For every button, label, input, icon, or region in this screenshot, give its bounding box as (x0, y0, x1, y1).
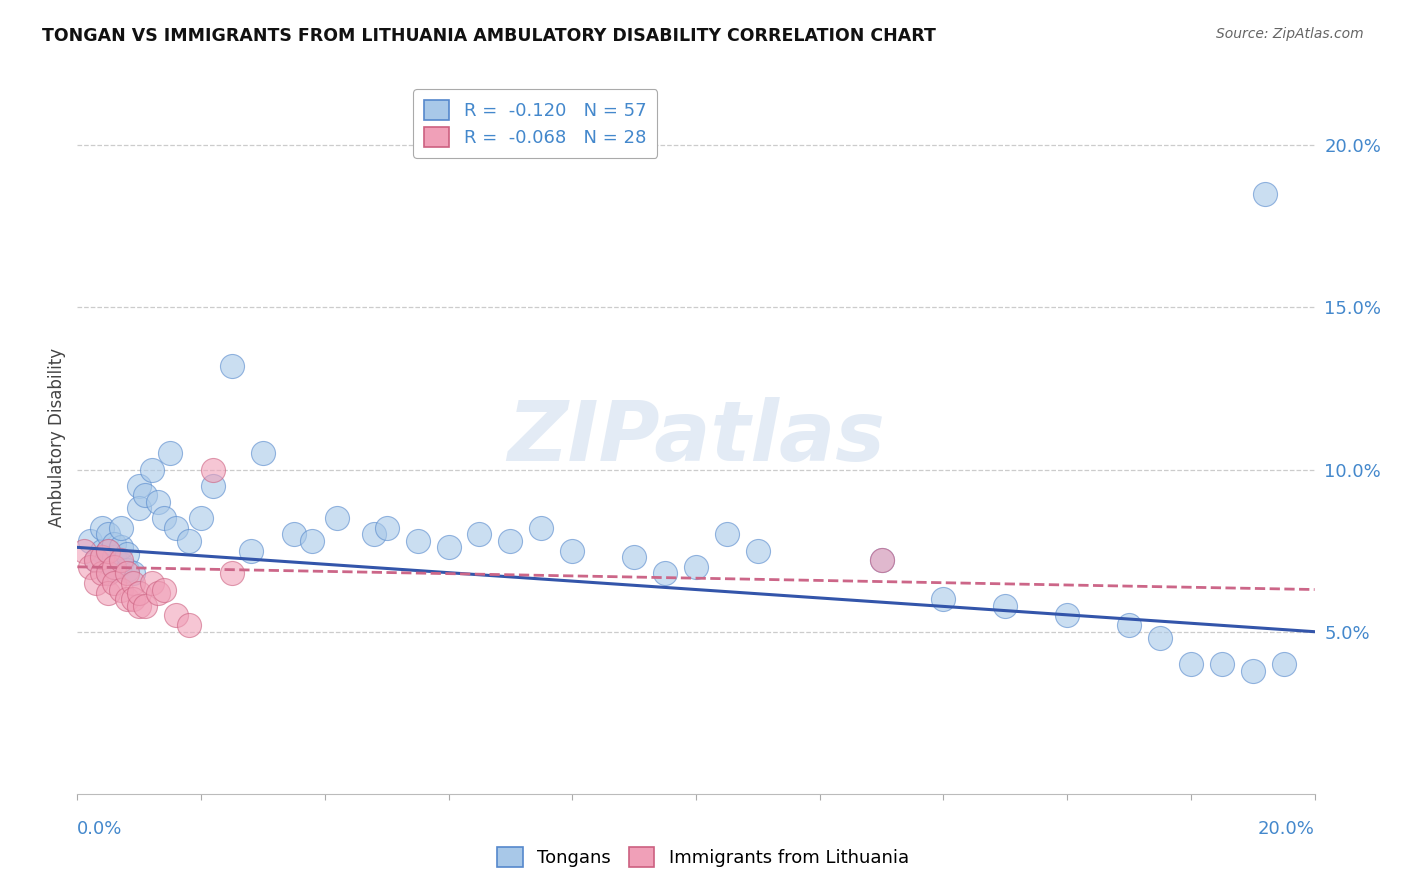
Point (283, 527, 305, 541)
Point (146, 586, 169, 600)
Point (326, 511, 349, 525)
Point (177, 618, 200, 632)
Point (141, 462, 163, 476)
Point (437, 541, 460, 555)
Point (122, 566, 145, 581)
Point (91, 543, 114, 558)
Point (84, 553, 107, 567)
Point (128, 586, 150, 600)
Point (239, 543, 262, 558)
Point (103, 559, 125, 574)
Point (654, 566, 676, 581)
Point (1149, 631, 1171, 645)
Point (190, 511, 212, 525)
Text: ZIPatlas: ZIPatlas (508, 397, 884, 477)
Point (530, 521, 553, 535)
Point (165, 521, 187, 535)
Point (97, 566, 120, 581)
Point (747, 543, 769, 558)
Point (932, 592, 955, 607)
Point (202, 462, 225, 476)
Point (1118, 618, 1140, 632)
Point (1254, 186, 1277, 201)
Text: 20.0%: 20.0% (1258, 820, 1315, 838)
Point (153, 582, 176, 597)
Point (301, 533, 323, 548)
Point (375, 521, 398, 535)
Point (103, 576, 125, 591)
Text: TONGAN VS IMMIGRANTS FROM LITHUANIA AMBULATORY DISABILITY CORRELATION CHART: TONGAN VS IMMIGRANTS FROM LITHUANIA AMBU… (42, 27, 936, 45)
Point (79, 533, 101, 548)
Point (994, 599, 1017, 613)
Point (685, 559, 707, 574)
Point (716, 527, 738, 541)
Point (146, 495, 169, 509)
Point (91, 566, 114, 581)
Point (870, 553, 893, 567)
Point (128, 501, 150, 516)
Point (363, 527, 385, 541)
Legend: R =  -0.120   N = 57, R =  -0.068   N = 28: R = -0.120 N = 57, R = -0.068 N = 28 (413, 89, 657, 158)
Point (134, 488, 156, 502)
Point (91, 521, 114, 535)
Y-axis label: Ambulatory Disability: Ambulatory Disability (48, 348, 66, 526)
Point (97, 566, 120, 581)
Point (1272, 657, 1295, 672)
Text: Source: ZipAtlas.com: Source: ZipAtlas.com (1216, 27, 1364, 41)
Point (468, 527, 491, 541)
Point (103, 559, 125, 574)
Point (115, 592, 138, 607)
Point (177, 533, 200, 548)
Point (115, 563, 138, 577)
Point (202, 479, 225, 493)
Point (110, 582, 132, 597)
Text: 0.0%: 0.0% (77, 820, 122, 838)
Point (72, 543, 94, 558)
Point (561, 543, 583, 558)
Point (221, 566, 243, 581)
Point (122, 592, 145, 607)
Point (115, 547, 138, 561)
Point (1180, 657, 1202, 672)
Point (103, 550, 125, 565)
Point (1241, 664, 1264, 678)
Point (115, 566, 138, 581)
Point (252, 446, 274, 460)
Point (623, 550, 645, 565)
Point (153, 511, 176, 525)
Point (870, 553, 893, 567)
Point (97, 543, 120, 558)
Point (141, 576, 163, 591)
Point (128, 599, 150, 613)
Point (110, 553, 132, 567)
Point (499, 533, 522, 548)
Point (84, 576, 107, 591)
Point (97, 543, 120, 558)
Point (1211, 657, 1233, 672)
Point (1056, 608, 1078, 623)
Point (406, 533, 429, 548)
Point (165, 608, 187, 623)
Point (103, 537, 125, 551)
Point (97, 527, 120, 541)
Point (110, 521, 132, 535)
Point (84, 553, 107, 567)
Point (110, 557, 132, 571)
Point (134, 599, 156, 613)
Point (79, 559, 101, 574)
Point (221, 359, 243, 373)
Point (159, 446, 181, 460)
Legend: Tongans, Immigrants from Lithuania: Tongans, Immigrants from Lithuania (491, 839, 915, 874)
Point (97, 586, 120, 600)
Point (91, 550, 114, 565)
Point (128, 479, 150, 493)
Point (110, 541, 132, 555)
Point (122, 576, 145, 591)
